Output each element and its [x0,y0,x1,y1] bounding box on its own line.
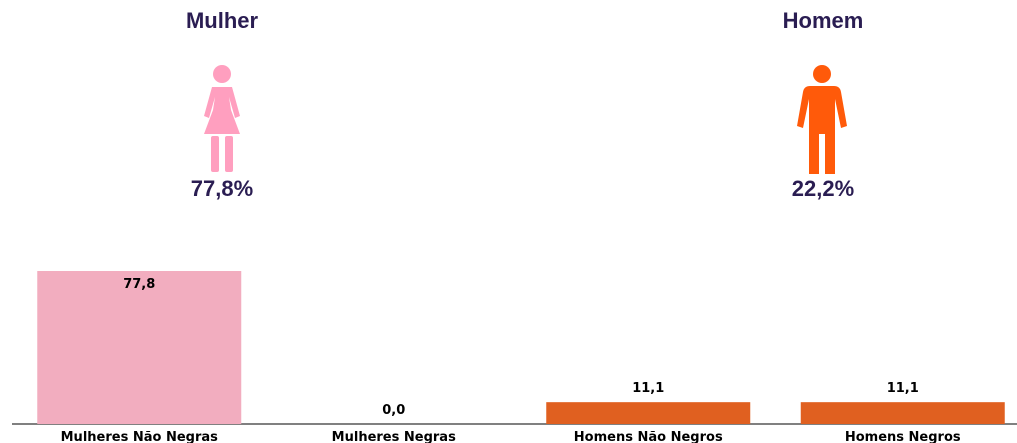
category-label-3: Homens Negros [845,430,961,443]
category-label-2: Homens Não Negros [574,430,723,443]
data-label-0: 77,8 [123,277,155,292]
data-label-3: 11,1 [887,381,919,396]
data-label-1: 0,0 [382,403,405,418]
panel-title-mulher: Mulher [185,8,259,33]
bar-0 [37,271,242,424]
panel-title-homem: Homem [782,8,864,33]
male-figure-icon [797,65,847,174]
category-label-0: Mulheres Não Negras [61,430,219,443]
female-figure-icon [204,65,240,172]
data-label-2: 11,1 [632,381,664,396]
category-label-1: Mulheres Negras [332,430,456,443]
percent-homem: 22,2% [791,176,855,201]
bar-3 [800,402,1005,424]
bar-2 [546,402,751,424]
percent-mulher: 77,8% [190,176,254,201]
